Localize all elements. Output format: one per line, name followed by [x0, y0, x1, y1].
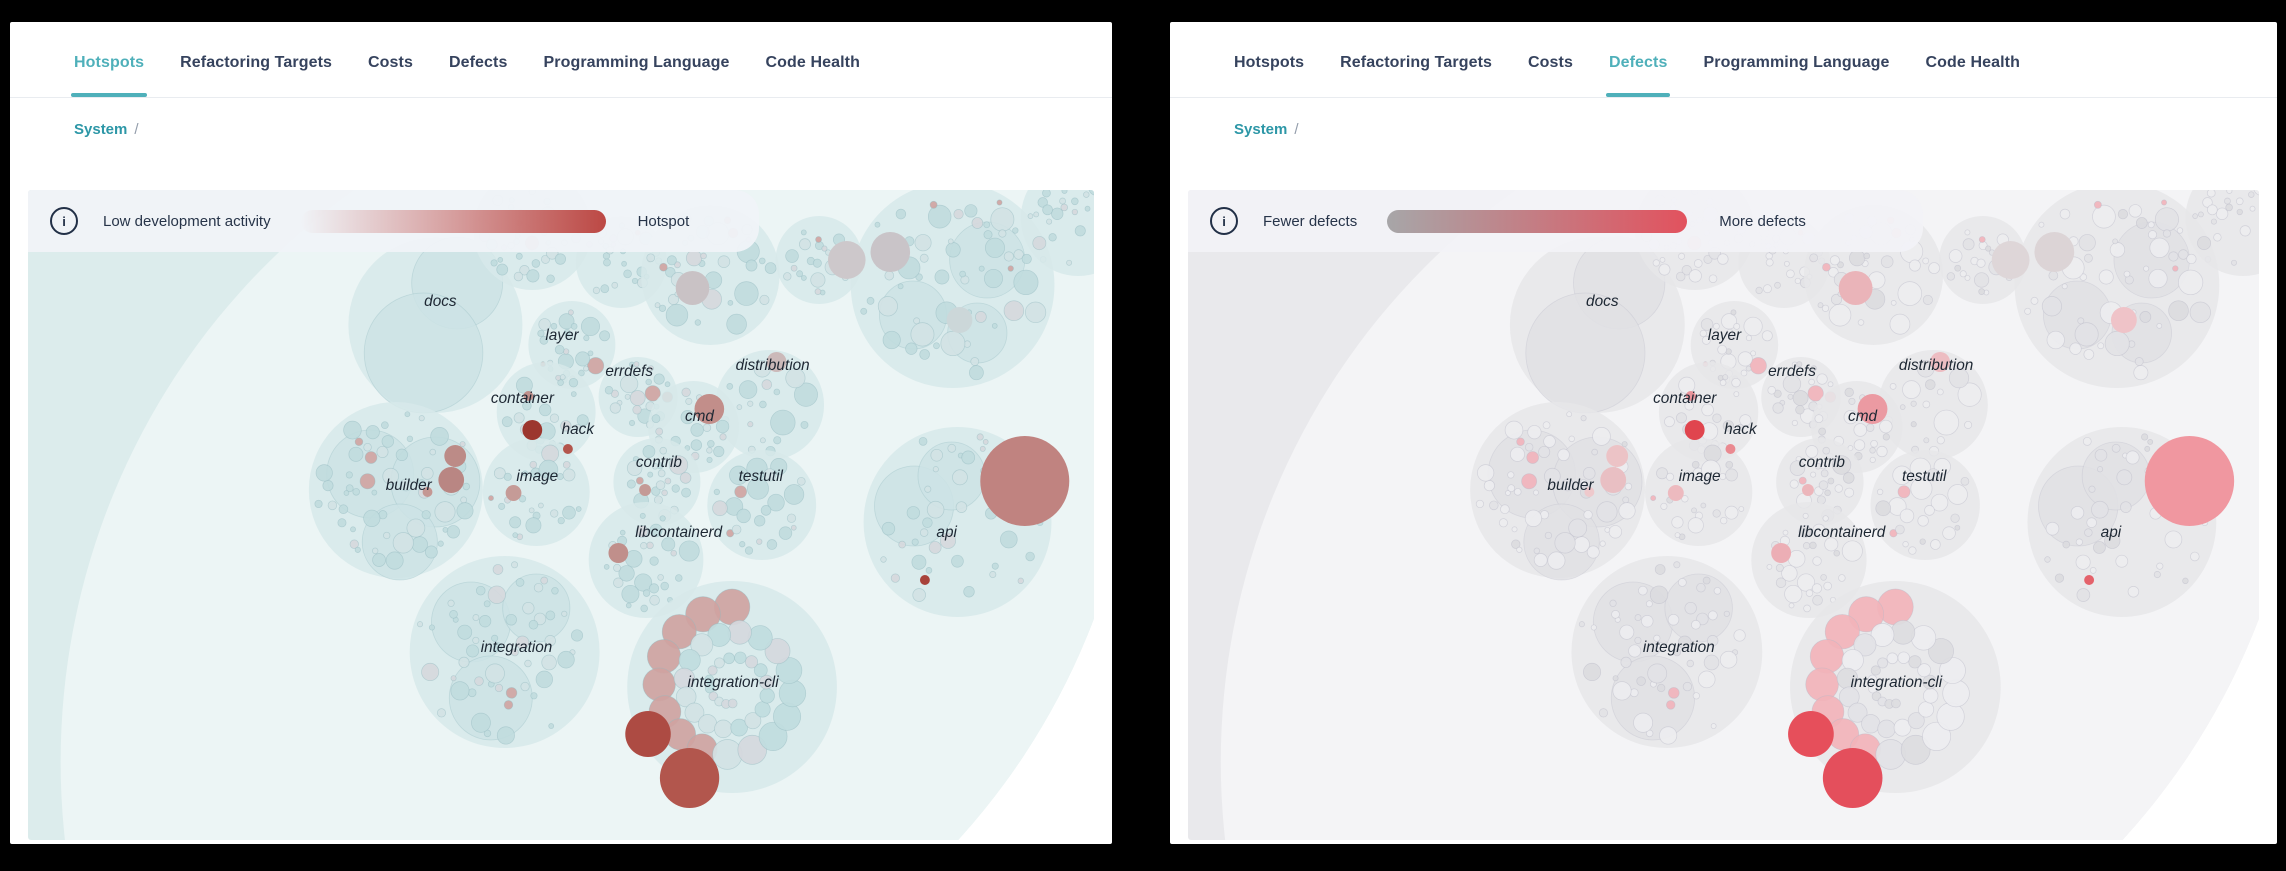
legend-gradient-bar [1387, 209, 1688, 233]
tab-code-health[interactable]: Code Health [1925, 54, 2020, 71]
module-label-container: container [491, 390, 555, 407]
tab-defects[interactable]: Defects [1605, 54, 1670, 97]
module-label-integration-cli: integration-cli [687, 674, 779, 691]
module-label-api: api [936, 524, 957, 541]
hotspots-bubble-chart[interactable]: docs layer errdefs distribution container hac… [28, 190, 1094, 840]
tab-refactoring-targets[interactable]: Refactoring Targets [1340, 54, 1492, 71]
hotspots-map[interactable]: docs layer errdefs distribution container hac… [28, 190, 1094, 840]
module-label-contrib: contrib [636, 454, 682, 471]
tab-code-health[interactable]: Code Health [765, 54, 860, 71]
legend: i Low development activity Hotspot [28, 190, 760, 252]
module-label-layer: layer [1708, 327, 1742, 344]
module-label-docs: docs [424, 293, 457, 310]
tab-costs[interactable]: Costs [1528, 54, 1573, 71]
legend-gradient-bar [300, 209, 606, 233]
module-label-errdefs: errdefs [605, 363, 653, 380]
module-label-distribution: distribution [736, 357, 810, 374]
module-label-testutil: testutil [1902, 468, 1947, 485]
module-label-image: image [516, 468, 558, 485]
breadcrumb-separator: / [1294, 121, 1299, 138]
breadcrumb-root[interactable]: System [74, 121, 128, 138]
legend-high-label: More defects [1719, 212, 1806, 230]
module-label-testutil: testutil [739, 468, 784, 485]
module-label-libcontainerd: libcontainerd [1798, 524, 1886, 541]
module-label-integration: integration [1643, 639, 1715, 656]
tab-refactoring-targets[interactable]: Refactoring Targets [180, 54, 332, 71]
module-label-builder: builder [386, 477, 433, 494]
module-label-container: container [1653, 390, 1717, 407]
defects-map[interactable]: docs layer errdefs distribution container hac… [1188, 190, 2259, 840]
defects-panel: Hotspots Refactoring Targets Costs Defects P… [1170, 22, 2277, 844]
module-label-distribution: distribution [1899, 357, 1973, 374]
info-icon[interactable]: i [1210, 207, 1238, 235]
module-label-libcontainerd: libcontainerd [635, 524, 722, 541]
breadcrumb-root[interactable]: System [1234, 121, 1288, 138]
hotspots-panel: Hotspots Refactoring Targets Costs Defects P… [10, 22, 1112, 844]
tab-bar: Hotspots Refactoring Targets Costs Defects P… [1170, 22, 2277, 98]
tab-costs[interactable]: Costs [368, 54, 413, 71]
module-label-hack: hack [562, 421, 596, 438]
tab-bar: Hotspots Refactoring Targets Costs Defects P… [10, 22, 1112, 98]
module-label-errdefs: errdefs [1768, 363, 1816, 380]
module-label-contrib: contrib [1799, 454, 1846, 471]
legend-low-label: Low development activity [103, 212, 271, 230]
module-label-integration: integration [481, 639, 553, 656]
module-label-integration-cli: integration-cli [1851, 674, 1943, 691]
module-label-cmd: cmd [685, 408, 714, 425]
module-label-layer: layer [545, 327, 579, 344]
tab-hotspots[interactable]: Hotspots [1234, 54, 1305, 71]
module-label-builder: builder [1547, 477, 1594, 494]
breadcrumb: System / [1170, 98, 2277, 138]
tab-defects[interactable]: Defects [448, 54, 508, 71]
tab-programming-language[interactable]: Programming Language [1703, 54, 1890, 71]
tab-programming-language[interactable]: Programming Language [543, 54, 730, 71]
module-label-api: api [2101, 524, 2122, 541]
legend-low-label: Fewer defects [1263, 212, 1358, 230]
legend: i Fewer defects More defects [1188, 190, 1923, 252]
module-label-image: image [1679, 468, 1721, 485]
module-label-cmd: cmd [1848, 408, 1877, 425]
module-label-docs: docs [1586, 293, 1619, 310]
tab-hotspots[interactable]: Hotspots [70, 54, 148, 97]
module-label-hack: hack [1724, 421, 1758, 438]
breadcrumb: System / [10, 98, 1112, 138]
legend-high-label: Hotspot [637, 212, 690, 230]
defects-bubble-chart[interactable]: docs layer errdefs distribution container hac… [1188, 190, 2259, 840]
info-icon[interactable]: i [50, 207, 78, 235]
breadcrumb-separator: / [134, 121, 139, 138]
